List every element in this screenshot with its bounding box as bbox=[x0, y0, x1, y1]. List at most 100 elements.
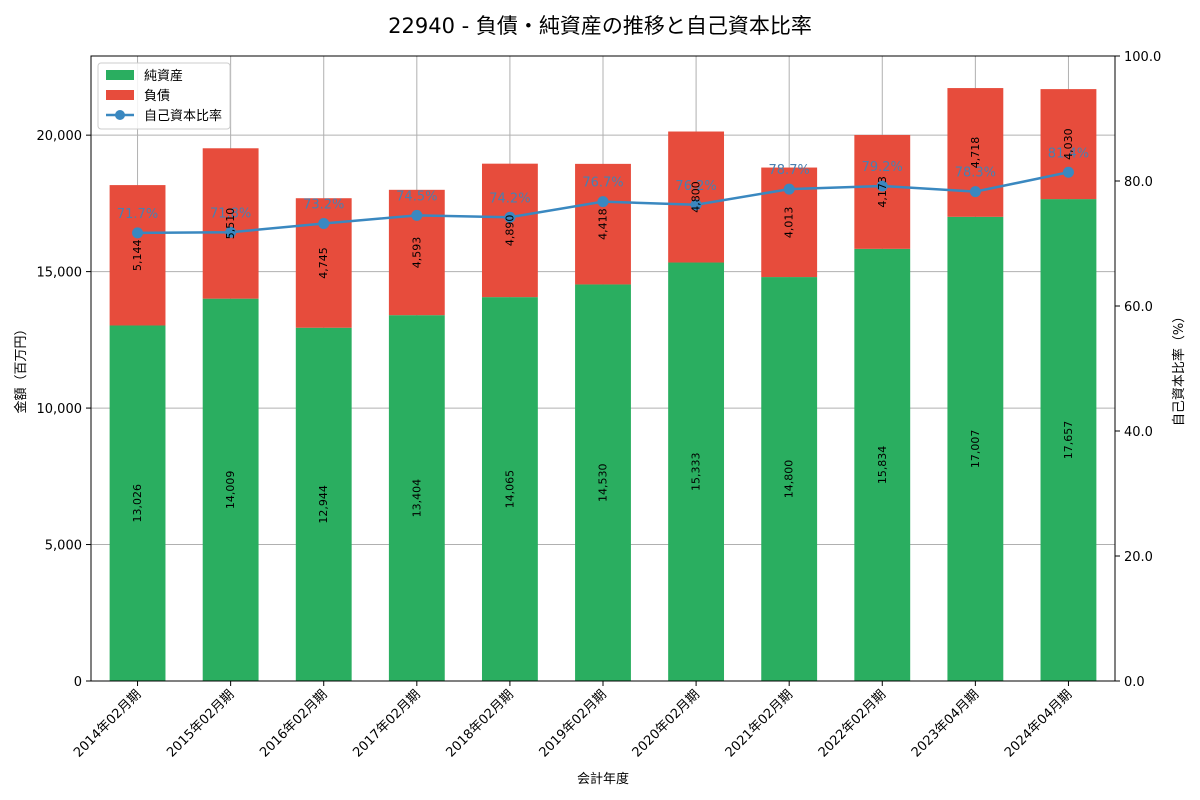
ratio-point bbox=[876, 180, 888, 192]
bar-equity bbox=[575, 284, 631, 681]
y2-axis-ticks: 0.0 20.0 40.0 60.0 80.0 100.0 bbox=[1115, 50, 1161, 690]
ratio-value-label: 81.4% bbox=[1048, 146, 1089, 161]
bar-equity bbox=[854, 248, 911, 681]
equity-value-label: 17,657 bbox=[1062, 421, 1075, 460]
liabilities-value-label: 4,800 bbox=[690, 181, 703, 213]
bar-equity bbox=[388, 315, 445, 681]
y-axis-ticks: 0 5,000 10,000 15,000 20,000 bbox=[37, 129, 91, 690]
chart-title: 22940 - 負債・純資産の推移と自己資本比率 bbox=[388, 14, 812, 38]
bar-equity bbox=[481, 297, 538, 681]
legend-label-equity: 純資産 bbox=[144, 68, 183, 84]
liabilities-value-label: 4,013 bbox=[783, 207, 796, 239]
liabilities-value-label: 4,418 bbox=[597, 208, 610, 240]
ratio-point bbox=[969, 186, 981, 198]
bar-equity bbox=[202, 298, 259, 681]
ratio-value-label: 74.2% bbox=[489, 191, 530, 206]
legend-label-ratio: 自己資本比率 bbox=[144, 108, 222, 124]
ratio-point bbox=[318, 218, 330, 229]
equity-value-label: 15,834 bbox=[876, 446, 889, 485]
y2-tick-label: 60.0 bbox=[1124, 300, 1153, 315]
liabilities-value-label: 4,030 bbox=[1062, 128, 1075, 160]
data-labels: 13,026 5,144 14,009 5,510 12,944 4,745 13,404 4… bbox=[131, 128, 1075, 523]
ratio-point bbox=[783, 183, 795, 195]
bar-equity bbox=[761, 277, 818, 681]
liabilities-value-label: 4,593 bbox=[410, 237, 423, 269]
ratio-value-label: 71.8% bbox=[210, 206, 251, 221]
liabilities-value-label: 4,745 bbox=[317, 247, 330, 279]
x-axis-label: 会計年度 bbox=[577, 771, 629, 787]
ratio-point bbox=[1062, 166, 1074, 178]
y2-tick-label: 20.0 bbox=[1124, 550, 1153, 565]
legend-swatch-ratio-marker bbox=[115, 110, 125, 120]
x-tick-label: 2018年02月期 bbox=[443, 687, 516, 760]
bar-liabilities bbox=[109, 185, 166, 326]
equity-value-label: 17,007 bbox=[969, 430, 982, 469]
y-tick-label: 15,000 bbox=[37, 266, 83, 281]
ratio-value-label: 73.2% bbox=[303, 198, 344, 213]
ratio-point bbox=[225, 226, 237, 238]
ratio-point bbox=[597, 196, 609, 208]
bar-liabilities bbox=[854, 134, 911, 249]
y2-tick-label: 40.0 bbox=[1124, 425, 1153, 440]
liabilities-value-label: 5,144 bbox=[131, 240, 144, 272]
x-tick-label: 2019年02月期 bbox=[537, 687, 610, 760]
x-tick-label: 2022年02月期 bbox=[816, 687, 889, 760]
ratio-point bbox=[504, 211, 516, 223]
equity-value-label: 14,065 bbox=[503, 470, 516, 509]
bar-liabilities bbox=[481, 163, 538, 298]
y-tick-label: 5,000 bbox=[45, 539, 82, 554]
x-tick-label: 2023年04月期 bbox=[909, 687, 982, 760]
ratio-line: 71.7% 71.8% 73.2% 74.5% 74.2% 76.7% 76.2% 78.7%… bbox=[117, 146, 1089, 239]
bar-liabilities bbox=[202, 148, 259, 299]
x-tick-label: 2020年02月期 bbox=[630, 687, 703, 760]
y2-tick-label: 0.0 bbox=[1124, 675, 1145, 690]
y-tick-label: 20,000 bbox=[37, 129, 83, 144]
legend-label-liabilities: 負債 bbox=[144, 89, 170, 104]
bar-liabilities bbox=[575, 163, 631, 285]
ratio-point bbox=[690, 199, 702, 211]
x-tick-label: 2021年02月期 bbox=[723, 687, 796, 760]
equity-value-label: 12,944 bbox=[317, 485, 330, 523]
x-tick-label: 2024年04月期 bbox=[1002, 687, 1075, 760]
equity-value-label: 13,026 bbox=[131, 484, 144, 522]
bar-equity bbox=[109, 325, 166, 681]
ratio-value-label: 71.7% bbox=[117, 207, 158, 222]
liabilities-value-label: 4,890 bbox=[503, 215, 516, 247]
bars bbox=[109, 88, 1097, 682]
x-tick-label: 2014年02月期 bbox=[71, 687, 144, 760]
ratio-value-label: 74.5% bbox=[396, 189, 437, 204]
bar-equity bbox=[295, 327, 352, 681]
liabilities-value-label: 4,718 bbox=[969, 137, 982, 169]
equity-value-label: 13,404 bbox=[410, 479, 423, 518]
bar-liabilities bbox=[1040, 89, 1097, 200]
ratio-point bbox=[132, 227, 144, 239]
equity-value-label: 14,009 bbox=[224, 471, 237, 510]
ratio-value-label: 79.2% bbox=[862, 160, 903, 175]
liabilities-value-label: 4,173 bbox=[876, 176, 889, 208]
liabilities-value-label: 5,510 bbox=[224, 208, 237, 240]
equity-value-label: 15,333 bbox=[690, 453, 703, 492]
y2-tick-label: 100.0 bbox=[1124, 50, 1161, 65]
y-tick-label: 10,000 bbox=[37, 402, 83, 417]
bar-equity bbox=[947, 216, 1004, 682]
bar-equity bbox=[1040, 199, 1097, 681]
bar-liabilities bbox=[668, 131, 725, 263]
equity-value-label: 14,800 bbox=[783, 460, 796, 499]
x-axis-ticks: 2014年02月期 2015年02月期 2016年02月期 2017年02月期 2018… bbox=[71, 681, 1075, 761]
y2-axis-label: 自己資本比率（%） bbox=[1171, 310, 1187, 426]
legend-swatch-liabilities bbox=[106, 90, 134, 100]
equity-value-label: 14,530 bbox=[597, 463, 610, 502]
y-tick-label: 0 bbox=[74, 675, 82, 690]
y-axis-label: 金額（百万円） bbox=[13, 322, 29, 413]
x-tick-label: 2017年02月期 bbox=[350, 687, 423, 760]
ratio-value-label: 76.7% bbox=[582, 176, 623, 191]
x-tick-label: 2016年02月期 bbox=[257, 687, 330, 760]
x-tick-label: 2015年02月期 bbox=[164, 687, 237, 760]
ratio-point bbox=[411, 209, 423, 221]
bar-equity bbox=[668, 262, 725, 681]
ratio-value-label: 78.3% bbox=[955, 166, 996, 181]
ratio-value-label: 78.7% bbox=[769, 163, 810, 178]
legend-swatch-equity bbox=[106, 70, 134, 80]
